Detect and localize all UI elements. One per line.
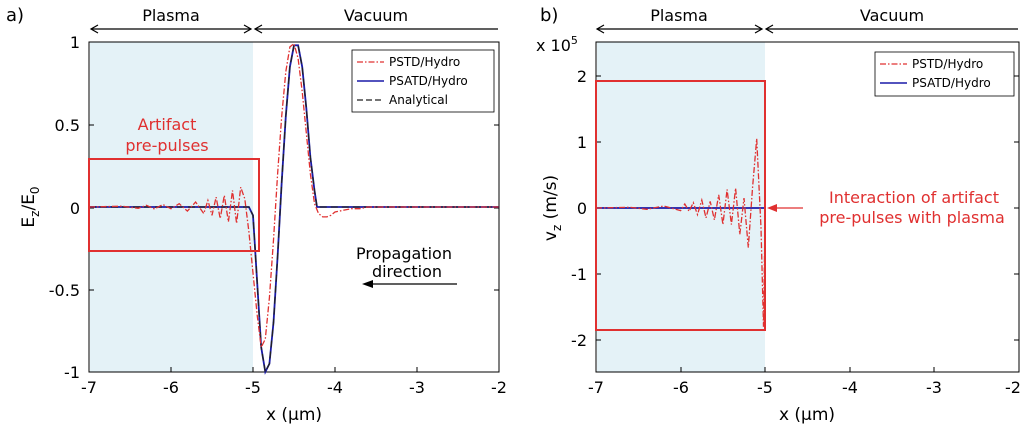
panel-a-yticks [89, 41, 499, 373]
panel-a-xtick-label: -2 [491, 378, 507, 397]
panel-b-ytick-label: 0 [577, 199, 587, 218]
panel-a-propagation-label-line2: direction [372, 262, 442, 281]
panel-a-ytick-label: 0 [70, 199, 80, 218]
panel-b-legend-box [874, 51, 1015, 97]
propagation-arrow-icon [362, 280, 457, 288]
panel-b-exponent-base: x 10 [536, 36, 571, 55]
panel-a-legend-entry: Analytical [389, 93, 448, 107]
interaction-arrow-icon [767, 204, 803, 212]
panel-a-ytick-label: 1 [70, 33, 80, 52]
panel-b-exponent-power: 5 [571, 34, 578, 47]
panel-b-exponent: x 105 [536, 34, 578, 55]
panel-b-xtick-label: -2 [1005, 378, 1021, 397]
panel-b-plasma-label: Plasma [650, 6, 708, 25]
panel-b-legend-entry: PSATD/Hydro [912, 76, 991, 90]
panel-b-label: b) [540, 5, 558, 26]
panel-b-ytick-label: -1 [571, 265, 587, 284]
panel-a-artifact-box [88, 158, 260, 252]
panel-b-plasma-region [597, 42, 765, 372]
panel-a-xlabel: x (μm) [266, 405, 322, 425]
panel-b-interaction-label-line1: Interaction of artifact [829, 188, 999, 207]
panel-a-xtick-label: -5 [245, 378, 261, 397]
panel-b-xlabel: x (μm) [779, 405, 835, 425]
panel-a-series [88, 42, 499, 375]
panel-a-artifact-label-line2: pre-pulses [125, 136, 208, 155]
panel-b-region-arrows [595, 24, 1018, 34]
panel-b-xtick-label: -5 [757, 378, 773, 397]
panel-a-ytick-label: 0.5 [55, 116, 80, 135]
panel-a-legend-entry: PSTD/Hydro [389, 55, 460, 69]
panel-b-ytick-label: -2 [571, 331, 587, 350]
panel-b-xtick-label: -4 [842, 378, 858, 397]
panel-a-propagation-label-line1: Propagation [356, 244, 452, 263]
panel-a-xticks [88, 367, 500, 372]
panel-b-xtick-label: -3 [926, 378, 942, 397]
panel-b-legend-entry: PSTD/Hydro [912, 57, 983, 71]
panel-a-ytick-label: -0.5 [49, 281, 80, 300]
panel-a: a) Plasma Vacuum 1 0.5 0 -0.5 -1 [6, 5, 507, 425]
panel-b-xtick-label: -7 [588, 378, 604, 397]
panel-a-xtick-label: -7 [81, 378, 97, 397]
panel-a-xtick-label: -4 [327, 378, 343, 397]
panel-b-interaction-box [595, 80, 766, 331]
panel-b-legend: PSTD/Hydro PSATD/Hydro [874, 51, 1015, 97]
panel-a-ytick-label: -1 [64, 363, 80, 382]
panel-a-region-arrows [89, 24, 498, 34]
panel-a-legend-entry: PSATD/Hydro [389, 74, 468, 88]
panel-a-ylabel: Ez/E0 [19, 186, 42, 227]
panel-b-ylabel: vz (m/s) [541, 175, 564, 241]
panel-b-ytick-label: 1 [577, 133, 587, 152]
panel-b-xtick-label: -6 [673, 378, 689, 397]
panel-a-vacuum-label: Vacuum [344, 6, 408, 25]
panel-a-xtick-label: -3 [409, 378, 425, 397]
panel-b-vacuum-label: Vacuum [860, 6, 924, 25]
panel-b-xticks [595, 367, 1020, 372]
panel-a-label: a) [6, 5, 24, 26]
panel-b-series-pstd-hydro [595, 138, 766, 327]
panel-a-artifact-label-line1: Artifact [138, 115, 197, 134]
panel-a-plasma-label: Plasma [142, 6, 200, 25]
panel-a-series-analytical [89, 44, 499, 375]
panel-a-series-pstd-hydro [88, 42, 499, 350]
panel-a-xtick-label: -6 [163, 378, 179, 397]
panel-b-interaction-label-line2: pre-pulses with plasma [819, 208, 1005, 227]
panel-b-ytick-label: 2 [577, 67, 587, 86]
panel-a-legend: PSTD/Hydro PSATD/Hydro Analytical [351, 49, 495, 113]
panel-b-series [595, 138, 766, 327]
panel-b: b) Plasma Vacuum x 105 2 1 0 -1 -2 [536, 5, 1021, 425]
